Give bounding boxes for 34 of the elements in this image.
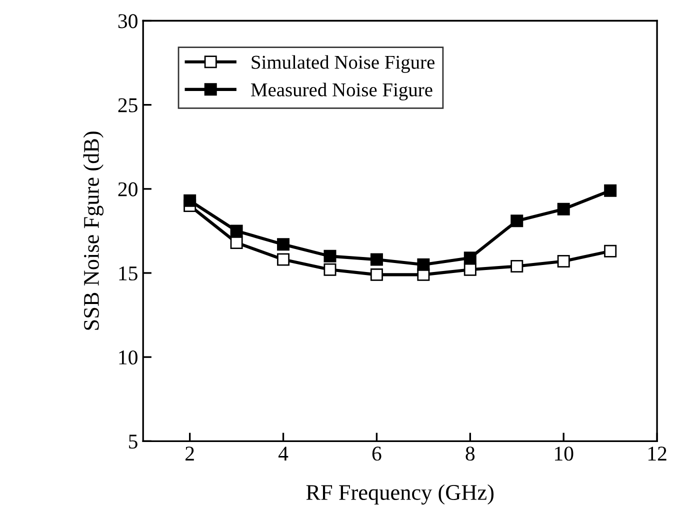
point	[417, 258, 430, 271]
point	[324, 263, 336, 276]
point	[557, 254, 570, 268]
y-axis-title: SSB Noise Fgure (dB)	[83, 132, 104, 330]
x-tick-label: 10	[555, 446, 574, 461]
y-tick-label: 20	[118, 182, 138, 196]
x-tick-label: 4	[278, 446, 288, 460]
y-tick-label: 5	[129, 434, 138, 449]
point	[277, 238, 290, 251]
point	[557, 202, 570, 216]
point	[324, 250, 336, 262]
x-axis-title: RF Frequency (GHz)	[306, 484, 494, 505]
x-tick-label: 8	[466, 446, 475, 461]
point	[604, 184, 617, 197]
y-tick-label: 10	[119, 350, 138, 365]
legend-label: Measured Noise Figure	[251, 82, 432, 100]
point	[464, 263, 476, 276]
point	[230, 224, 243, 238]
point	[370, 253, 383, 266]
point	[510, 260, 524, 273]
y-tick-label: 15	[119, 266, 138, 280]
x-tick-label: 6	[372, 446, 382, 461]
point	[230, 236, 243, 249]
x-tick-label: 2	[186, 446, 194, 460]
point	[604, 244, 617, 258]
legend-label: Simulated Noise Figure	[252, 55, 434, 73]
point	[277, 253, 290, 266]
point	[370, 268, 383, 281]
y-tick-label: 30	[118, 14, 138, 28]
point	[510, 214, 524, 228]
point	[184, 194, 196, 207]
point	[464, 252, 476, 264]
y-tick-label: 25	[118, 98, 138, 112]
x-tick-label: 12	[648, 446, 666, 460]
